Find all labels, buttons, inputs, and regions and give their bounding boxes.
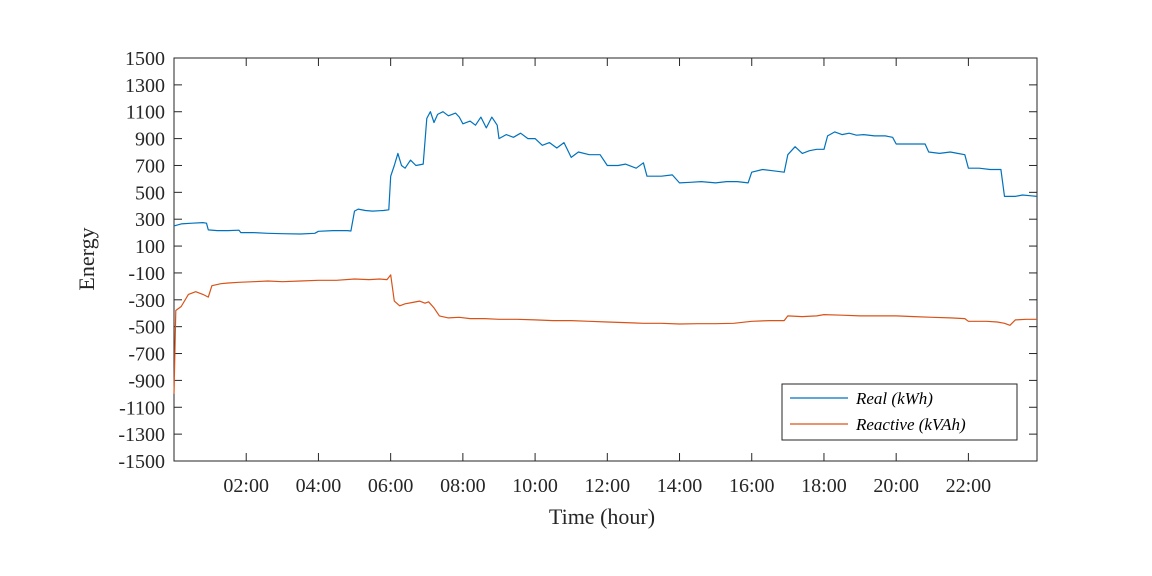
y-tick-label: -900 [128,370,165,392]
x-tick-label: 16:00 [729,475,775,497]
x-tick-label: 22:00 [946,475,992,497]
y-tick-label: -100 [128,263,165,285]
y-axis-title: Energy [74,227,99,290]
y-tick-label: -1500 [118,451,165,473]
legend: Real (kWh) Reactive (kVAh) [781,383,1018,441]
y-tick-label: 1300 [125,75,165,97]
legend-label-real: Real (kWh) [855,389,933,408]
y-tick-label: 500 [135,182,165,204]
x-tick-label: 18:00 [801,475,847,497]
tick-labels: 1500 1300 1100 900 700 500 300 100 -100 -300 -500 -… [118,48,991,497]
y-tick-label: 700 [135,155,165,177]
legend-label-reactive: Reactive (kVAh) [855,415,966,434]
y-tick-label: 1100 [126,102,165,124]
y-tick-label: -1300 [118,424,165,446]
x-tick-label: 10:00 [512,475,558,497]
x-tick-label: 04:00 [296,475,342,497]
legend-box [781,383,1018,441]
series-line-real [173,111,1038,235]
y-tick-label: 100 [135,236,165,258]
y-tick-label: 900 [135,129,165,151]
x-tick-label: 02:00 [223,475,269,497]
series-layer [173,111,1038,394]
ticks-layer [174,57,1037,462]
y-tick-label: -1100 [119,397,165,419]
y-tick-label: -300 [128,290,165,312]
y-tick-label: 1500 [125,48,165,70]
x-tick-label: 08:00 [440,475,486,497]
x-tick-label: 20:00 [873,475,919,497]
series-line-reactive [173,274,1037,394]
x-tick-label: 06:00 [368,475,414,497]
y-tick-label: 300 [135,209,165,231]
x-tick-label: 14:00 [657,475,703,497]
y-tick-label: -500 [128,317,165,339]
y-tick-label: -700 [128,344,165,366]
x-tick-label: 12:00 [585,475,631,497]
x-axis-title: Time (hour) [549,504,655,529]
